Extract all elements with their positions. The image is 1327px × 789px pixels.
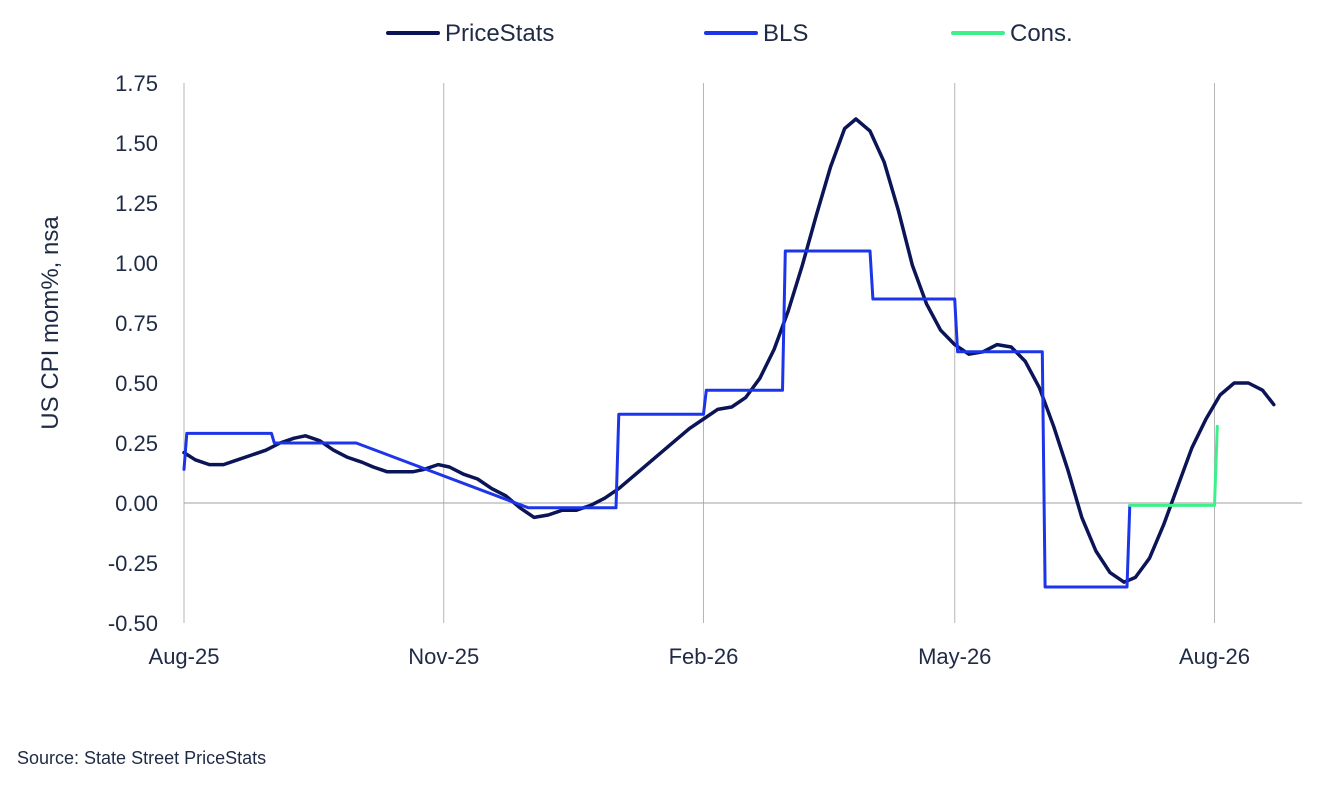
y-tick-label: 1.75: [115, 71, 158, 96]
x-axis-ticks: Aug-25 Nov-25 Feb-26 May-26 Aug-26: [149, 644, 1250, 669]
x-tick-label: Aug-26: [1179, 644, 1250, 669]
source-note: Source: State Street PriceStats: [17, 748, 267, 768]
y-tick-label: 0.75: [115, 311, 158, 336]
y-tick-label: -0.50: [108, 611, 158, 636]
y-axis-label: US CPI mom%, nsa: [37, 216, 64, 430]
y-tick-label: 0.25: [115, 431, 158, 456]
vertical-gridlines: [183, 83, 1215, 623]
legend-label: BLS: [763, 20, 808, 47]
x-tick-label: Feb-26: [669, 644, 739, 669]
y-axis-ticks: 1.75 1.50 1.25 1.00 0.75 0.50 0.25 0.00 -0.25 -0.…: [108, 71, 158, 636]
y-tick-label: -0.25: [108, 551, 158, 576]
series-line-pricestats: [182, 117, 1276, 584]
y-tick-label: 1.00: [115, 251, 158, 276]
legend-label: Cons.: [1010, 20, 1073, 47]
x-tick-label: May-26: [918, 644, 991, 669]
y-tick-label: 1.25: [115, 191, 158, 216]
y-tick-label: 0.00: [115, 491, 158, 516]
x-tick-label: Nov-25: [408, 644, 479, 669]
y-tick-label: 1.50: [115, 131, 158, 156]
series-line-bls: [182, 249, 1132, 589]
series-lines: [182, 117, 1276, 589]
y-tick-label: 0.50: [115, 371, 158, 396]
series-line-cons: [1128, 424, 1219, 507]
legend: PriceStats BLS Cons.: [386, 20, 1073, 47]
x-tick-label: Aug-25: [149, 644, 220, 669]
legend-label: PriceStats: [445, 20, 554, 47]
